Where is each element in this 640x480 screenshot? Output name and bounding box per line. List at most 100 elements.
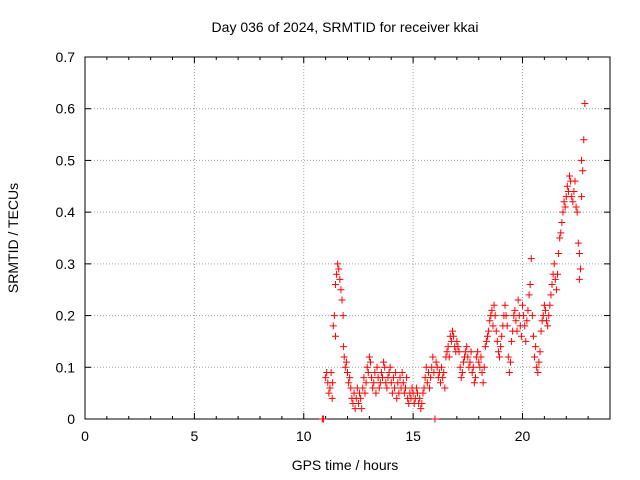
- data-point: [560, 198, 568, 206]
- data-point: [463, 343, 471, 351]
- data-point: [319, 415, 327, 423]
- data-point: [552, 286, 560, 294]
- data-point: [322, 374, 330, 382]
- data-point: [506, 358, 514, 366]
- data-point: [403, 374, 411, 382]
- data-point: [329, 379, 337, 387]
- data-point: [505, 368, 513, 376]
- data-point: [486, 317, 494, 325]
- data-point: [474, 348, 482, 356]
- data-point: [508, 337, 516, 345]
- data-point: [579, 167, 587, 175]
- data-point: [488, 306, 496, 314]
- data-point: [453, 337, 461, 345]
- data-point: [327, 368, 335, 376]
- data-point: [423, 379, 431, 387]
- data-point: [389, 374, 397, 382]
- data-point: [464, 353, 472, 361]
- data-point: [432, 358, 440, 366]
- data-point: [412, 384, 420, 392]
- data-point: [578, 156, 586, 164]
- data-point: [528, 312, 536, 320]
- data-point: [362, 379, 370, 387]
- data-point: [479, 379, 487, 387]
- data-point: [503, 322, 511, 330]
- data-point: [392, 368, 400, 376]
- data-point: [521, 322, 529, 330]
- data-point: [346, 374, 354, 382]
- data-point: [580, 136, 588, 144]
- data-point: [498, 332, 506, 340]
- data-point: [536, 348, 544, 356]
- y-tick-label: 0.2: [56, 308, 76, 324]
- data-point: [391, 384, 399, 392]
- data-point: [569, 198, 577, 206]
- data-point: [568, 193, 576, 201]
- data-point: [561, 203, 569, 211]
- data-point: [566, 172, 574, 180]
- data-point: [485, 327, 493, 335]
- data-point: [386, 363, 394, 371]
- data-point: [455, 348, 463, 356]
- data-point: [570, 187, 578, 195]
- data-point: [436, 379, 444, 387]
- data-point: [575, 250, 583, 258]
- data-point: [454, 343, 462, 351]
- data-point: [575, 275, 583, 283]
- data-point: [429, 353, 437, 361]
- data-point: [558, 218, 566, 226]
- data-point: [482, 337, 490, 345]
- x-tick-label: 5: [190, 428, 198, 444]
- y-tick-label: 0.4: [56, 204, 76, 220]
- data-point: [543, 317, 551, 325]
- data-point: [365, 353, 373, 361]
- data-point: [490, 301, 498, 309]
- data-point: [548, 281, 556, 289]
- data-point: [544, 322, 552, 330]
- data-point: [526, 281, 534, 289]
- data-point: [364, 368, 372, 376]
- data-point: [336, 275, 344, 283]
- data-point: [478, 368, 486, 376]
- data-point: [574, 239, 582, 247]
- data-point: [416, 394, 424, 402]
- data-point: [496, 353, 504, 361]
- y-tick-label: 0.6: [56, 101, 76, 117]
- data-point: [522, 337, 530, 345]
- data-point: [361, 389, 369, 397]
- data-point: [398, 368, 406, 376]
- data-point: [385, 368, 393, 376]
- data-point: [441, 384, 449, 392]
- data-point: [417, 405, 425, 413]
- data-point: [578, 193, 586, 201]
- data-point: [331, 332, 339, 340]
- data-point: [419, 389, 427, 397]
- data-point: [513, 327, 521, 335]
- data-point: [494, 348, 502, 356]
- data-point: [335, 265, 343, 273]
- data-point: [559, 208, 567, 216]
- data-point: [377, 368, 385, 376]
- data-point: [337, 286, 345, 294]
- data-point: [557, 229, 565, 237]
- data-point: [325, 389, 333, 397]
- data-point: [546, 301, 554, 309]
- data-point: [369, 384, 377, 392]
- data-point: [535, 358, 543, 366]
- data-point: [440, 368, 448, 376]
- data-point: [524, 306, 532, 314]
- chart-title: Day 036 of 2024, SRMTID for receiver kka…: [212, 19, 479, 35]
- data-point: [341, 363, 349, 371]
- data-point: [527, 255, 535, 263]
- data-point: [484, 332, 491, 340]
- data-point: [481, 343, 489, 351]
- data-point: [456, 363, 464, 371]
- data-point: [427, 374, 435, 382]
- data-point: [466, 358, 474, 366]
- data-point: [330, 312, 338, 320]
- data-point: [340, 353, 348, 361]
- y-tick-label: 0.7: [56, 49, 76, 65]
- data-point: [477, 353, 485, 361]
- data-point: [523, 317, 531, 325]
